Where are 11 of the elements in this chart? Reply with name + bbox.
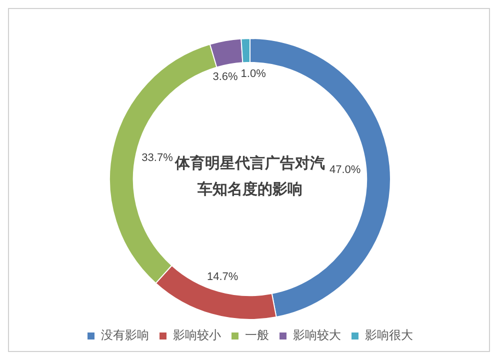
legend-label: 一般 <box>245 328 269 342</box>
legend-label: 影响较小 <box>173 328 221 342</box>
data-label: 3.6% <box>212 71 238 84</box>
legend-label: 影响较大 <box>293 328 341 342</box>
data-label: 14.7% <box>206 270 238 283</box>
text: 体育明星代言广告对汽车知名度的影响 <box>175 154 325 198</box>
legend-label: 影响很大 <box>365 328 413 342</box>
legend-label: 没有影响 <box>101 328 149 342</box>
data-label: 33.7% <box>142 152 174 164</box>
data-label: 47.0% <box>330 164 361 176</box>
data-label: 1.0% <box>240 68 266 80</box>
